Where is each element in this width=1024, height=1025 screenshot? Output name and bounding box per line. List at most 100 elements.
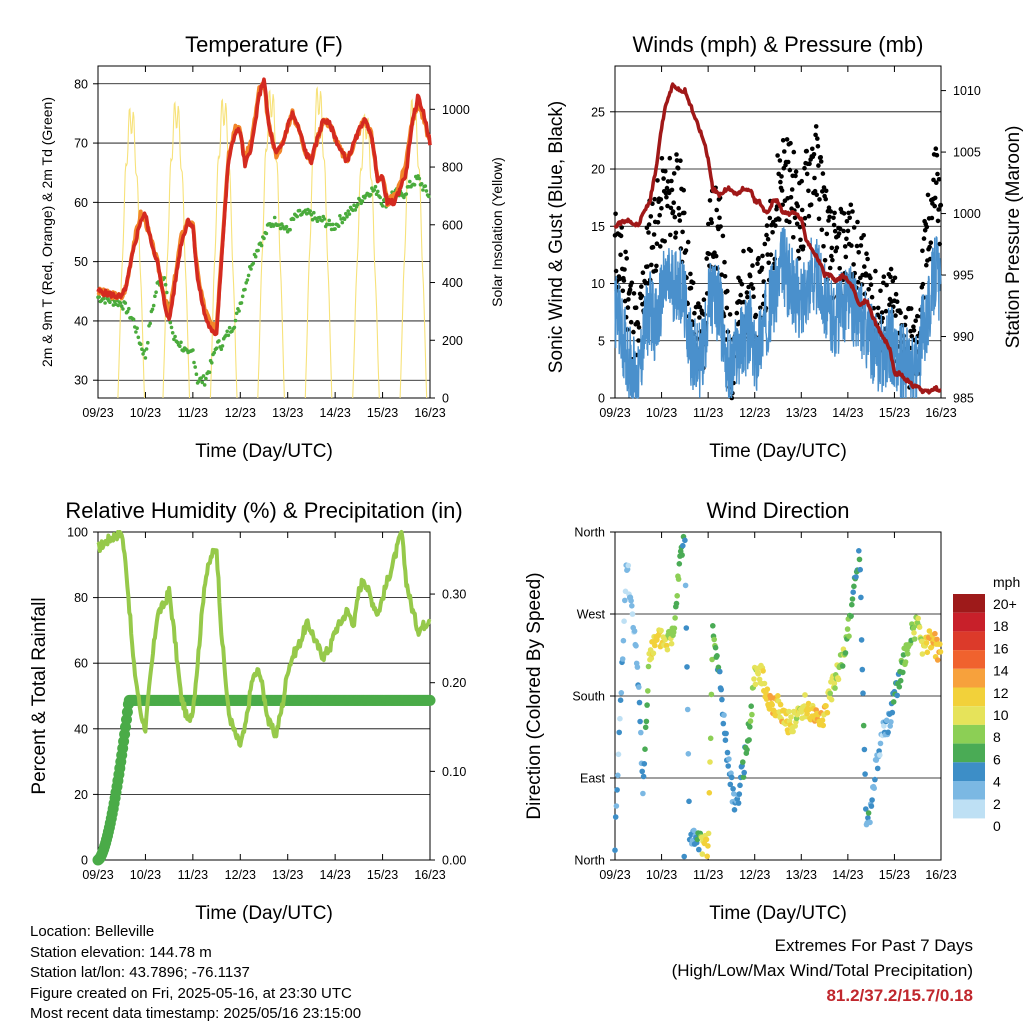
y2tick-label-1-5: 1010 [953,84,981,98]
dewpoint-point [102,296,106,301]
dewpoint-point [309,213,314,217]
direction-point [865,810,872,816]
xtick-label-1-7: 16/23 [925,406,956,420]
legend-label-9: 2 [993,796,1001,812]
gust-point [649,262,654,268]
direction-point [640,773,647,780]
gust-point [814,192,819,198]
direction-point [680,542,686,549]
xtick-label-1-4: 13/23 [786,406,817,420]
direction-point [844,626,851,632]
direction-point [685,751,692,757]
direction-point [658,627,664,634]
gust-point [883,308,889,314]
gust-point [898,310,903,316]
gust-point [782,149,787,154]
extremes-title: Extremes For Past 7 Days [774,936,973,955]
direction-point [671,625,678,632]
gust-point [821,185,827,190]
dewpoint-point [322,217,327,221]
direction-point [763,696,770,702]
direction-point [823,703,829,709]
direction-point [682,582,689,589]
gust-point [826,218,831,223]
dewpoint-point [256,248,260,253]
gust-point [884,282,889,288]
direction-point [638,729,644,736]
gust-point [662,239,667,244]
gust-point [934,152,940,158]
xtick-label-3-1: 10/23 [646,868,677,882]
direction-point [650,650,657,656]
direction-point [839,663,846,669]
direction-point [835,676,842,683]
gust-point [626,297,631,302]
dewpoint-point [315,219,320,223]
gust-point [862,264,867,269]
direction-point [614,787,620,793]
dewpoint-point [194,372,199,377]
legend-swatch-1 [953,612,985,632]
gust-point [636,338,641,343]
direction-point [867,819,873,826]
direction-point [853,574,859,580]
dewpoint-point [125,309,130,314]
legend-swatch-9 [953,762,985,781]
legend-label-0: 20+ [993,596,1017,612]
xtick-label-1-1: 10/23 [646,406,677,420]
gust-point [792,215,798,221]
solar-insolation-curve-5 [352,113,380,399]
direction-point [924,649,931,656]
direction-point [718,686,724,693]
xtick-label-3-4: 13/23 [786,868,817,882]
direction-point [717,668,723,675]
dewpoint-point [123,301,128,305]
gust-point [779,174,784,179]
direction-point [633,643,639,649]
direction-point [636,699,643,706]
gust-point [658,244,663,249]
gust-point [893,313,898,318]
dewpoint-point [232,325,237,330]
gust-point [759,265,765,271]
dewpoint-point [97,295,101,299]
direction-point [934,636,940,643]
gust-point [844,219,850,224]
dewpoint-point [199,376,203,380]
dewpoint-point [237,309,241,313]
gust-point [936,177,942,182]
gust-point [807,161,812,167]
legend-swatch-4 [953,668,985,688]
direction-point [885,729,891,736]
ytick-label-1-2: 10 [591,277,605,291]
direction-point [684,664,690,670]
precip-point [424,694,436,706]
gust-point [779,188,785,193]
direction-point [726,756,732,762]
gust-point [931,177,936,183]
dewpoint-point [346,209,351,213]
gust-point [753,312,759,318]
gust-point [881,274,887,280]
gust-point [892,275,898,281]
gust-point [843,254,849,260]
dewpoint-point [342,217,347,221]
gust-point [861,233,866,238]
gust-point [770,230,775,235]
dewpoint-point [246,273,251,278]
direction-point [751,676,757,682]
gust-point [818,155,823,160]
gust-point [707,198,713,203]
direction-point [722,737,729,743]
direction-point [877,740,884,747]
dewpoint-point [421,188,425,192]
ytick-label-2-1: 20 [74,788,88,802]
gust-point [890,278,896,284]
direction-point [618,690,625,696]
solar-insolation-curve-1 [162,101,191,399]
pressure-line [613,82,942,395]
direction-point [904,651,911,657]
direction-point [640,790,646,797]
gust-point [822,258,828,263]
dewpoint-point [119,304,124,309]
